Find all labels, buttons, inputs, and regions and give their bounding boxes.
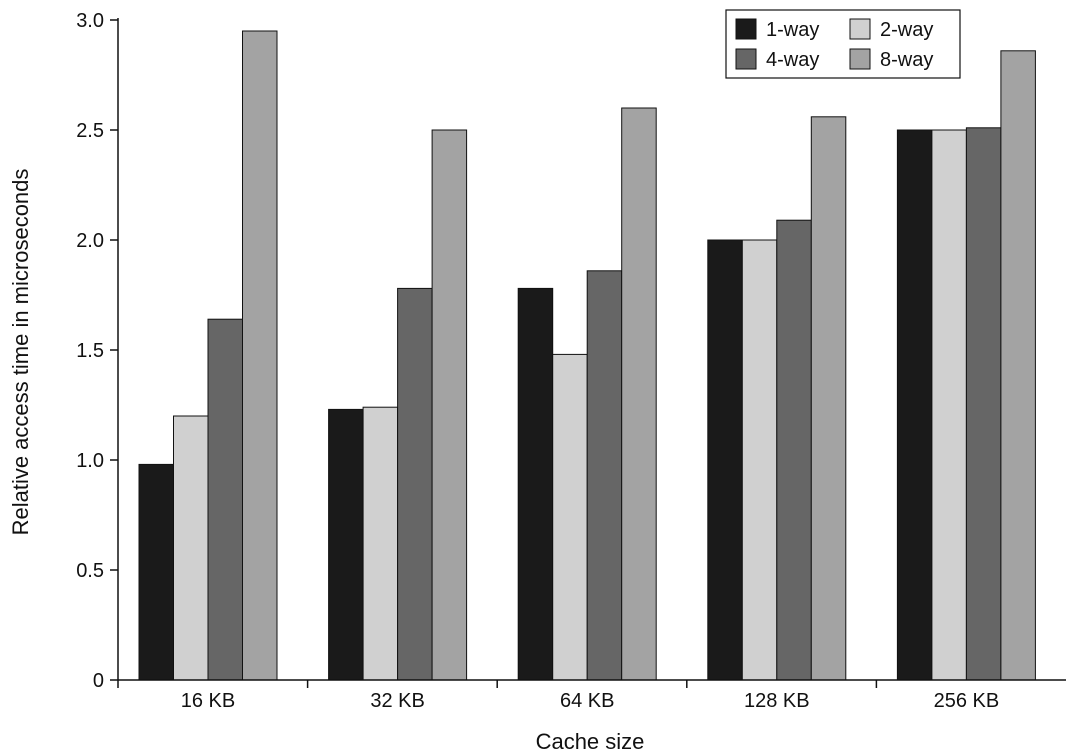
y-tick-label: 0.5 xyxy=(76,560,104,582)
bar-1-way-64kb xyxy=(517,287,554,681)
plot-area xyxy=(138,30,1036,681)
bar-8-way-16kb xyxy=(242,30,278,681)
bar-8-way-128kb xyxy=(810,116,847,681)
y-tick-label: 1.0 xyxy=(76,450,104,472)
legend: 1-way 2-way 4-way 8-way xyxy=(725,9,961,79)
bar-4-way-256kb xyxy=(965,127,1002,681)
x-tick-label: 64 KB xyxy=(560,690,614,712)
bar-1-way-16kb xyxy=(138,463,174,681)
y-tick-label: 0 xyxy=(93,670,104,692)
legend-swatch-2-way xyxy=(849,18,871,40)
bar-2-way-16kb xyxy=(173,415,209,681)
bar-4-way-32kb xyxy=(397,287,433,681)
bar-2-way-32kb xyxy=(362,406,399,681)
y-tick-label: 2.0 xyxy=(76,230,104,252)
y-axis-title: Relative access time in microseconds xyxy=(8,169,33,536)
bar-1-way-128kb xyxy=(707,239,743,681)
x-tick-label: 256 KB xyxy=(934,690,1000,712)
y-tick-label: 3.0 xyxy=(76,10,104,32)
bar-2-way-256kb xyxy=(931,129,967,681)
bar-4-way-16kb xyxy=(207,318,243,681)
legend-label-2-way: 2-way xyxy=(880,19,933,41)
bar-1-way-32kb xyxy=(328,408,364,681)
legend-box xyxy=(725,9,961,79)
legend-swatch-8-way xyxy=(849,48,871,70)
bar-1-way-256kb xyxy=(896,129,933,681)
bar-2-way-64kb xyxy=(552,353,588,681)
legend-swatch-4-way xyxy=(735,48,757,70)
x-tick-label: 128 KB xyxy=(744,690,810,712)
bar-8-way-32kb xyxy=(431,129,468,681)
bar-4-way-64kb xyxy=(586,270,623,681)
legend-label-8-way: 8-way xyxy=(880,49,933,71)
bar-4-way-128kb xyxy=(776,219,812,681)
legend-swatch-1-way xyxy=(735,18,757,40)
bar-8-way-256kb xyxy=(1000,50,1036,681)
legend-label-1-way: 1-way xyxy=(766,19,819,41)
y-tick-label: 2.5 xyxy=(76,120,104,142)
x-tick-label: 16 KB xyxy=(181,690,235,712)
legend-label-4-way: 4-way xyxy=(766,49,819,71)
bar-2-way-128kb xyxy=(741,239,778,681)
x-tick-label: 32 KB xyxy=(370,690,424,712)
x-axis-title: Cache size xyxy=(536,729,645,754)
bar-8-way-64kb xyxy=(621,107,657,681)
y-axis: 0 0.5 1.0 1.5 2.0 2.5 3.0 xyxy=(76,10,119,692)
y-tick-label: 1.5 xyxy=(76,340,104,362)
x-axis: 16 KB 32 KB 64 KB 128 KB 256 KB xyxy=(117,679,1066,712)
